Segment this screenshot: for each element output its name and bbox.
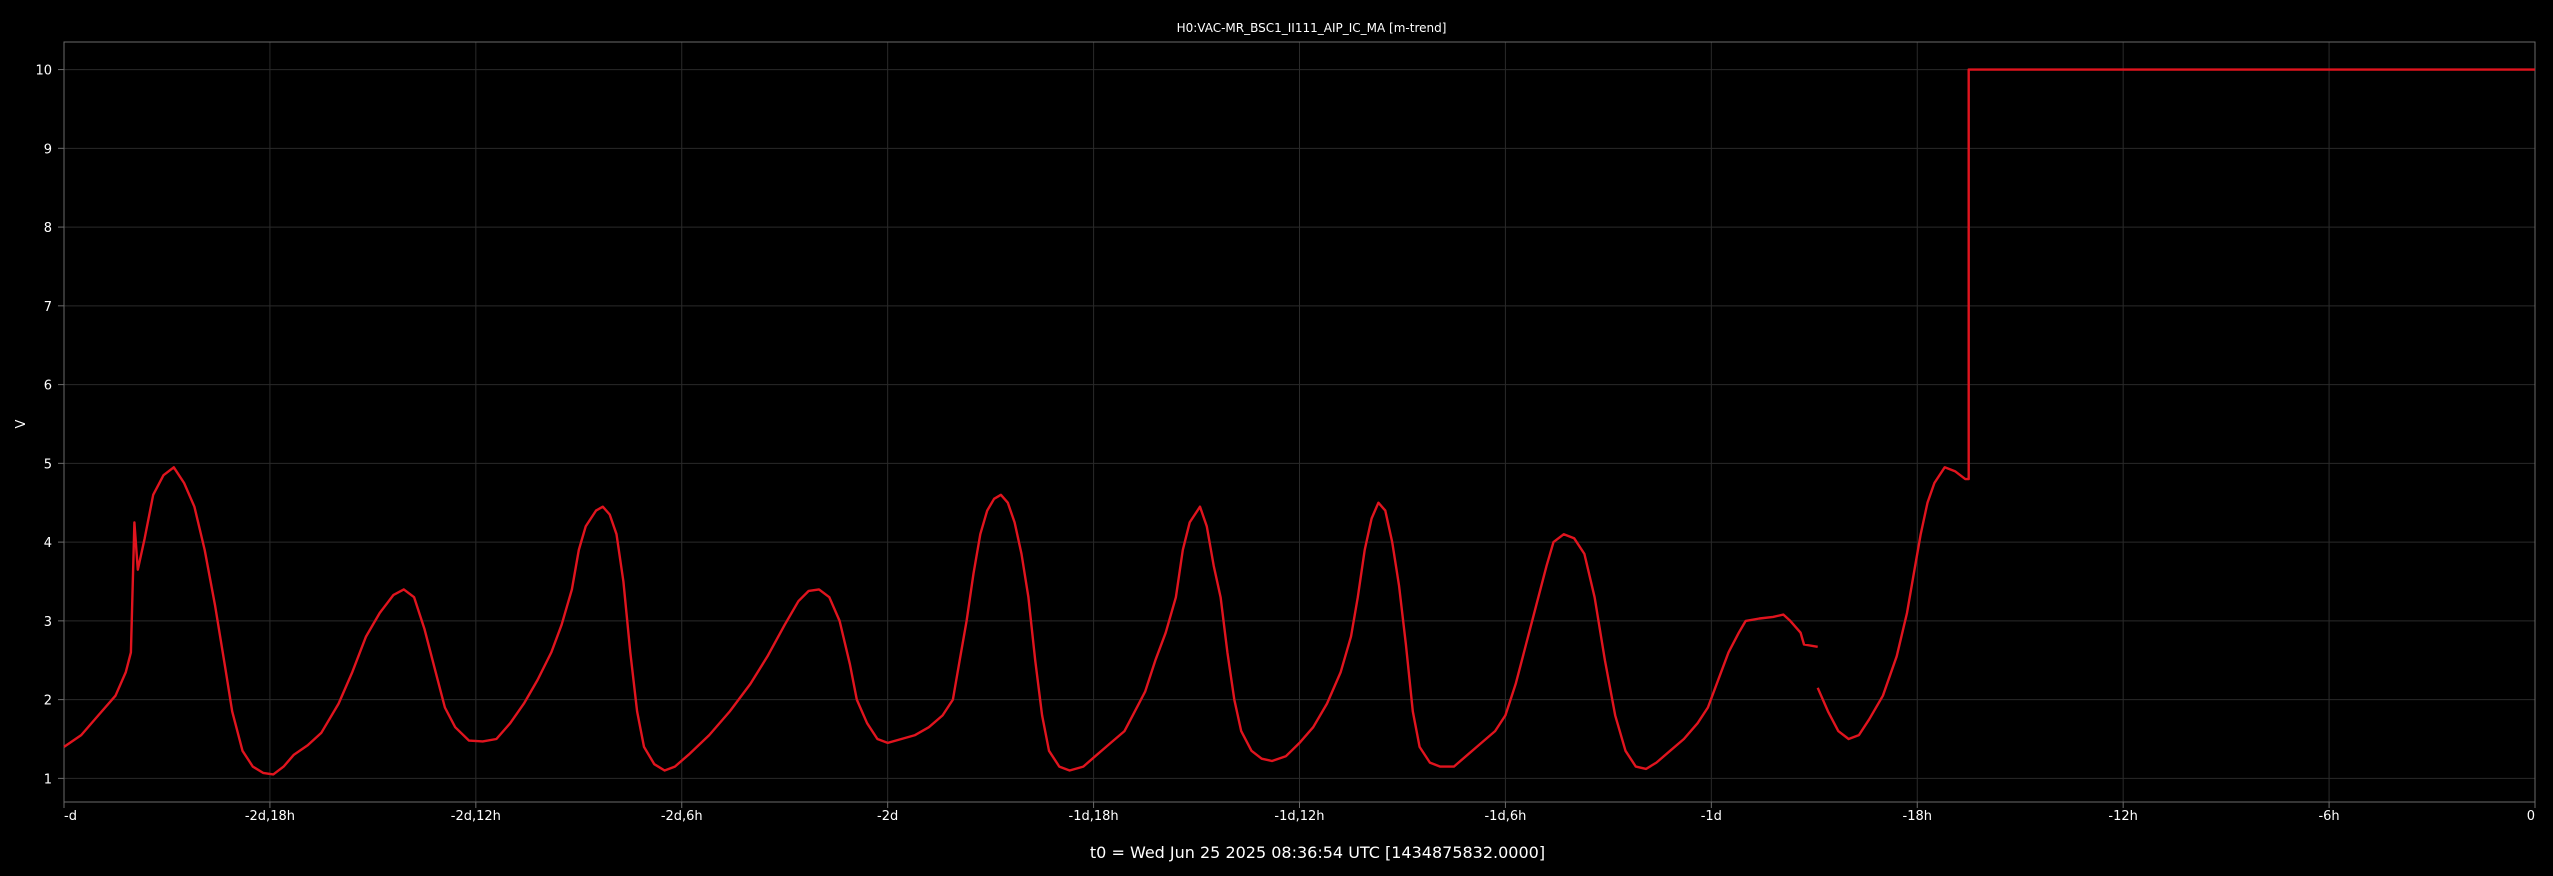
series-layer xyxy=(63,68,2535,776)
x-tick-label: -2d,6h xyxy=(661,809,703,824)
series-line xyxy=(1816,68,2535,741)
chart-title: H0:VAC-MR_BSC1_II111_AIP_IC_MA [m-trend] xyxy=(1177,21,1447,35)
plot-frame xyxy=(63,41,2536,803)
y-tick-label: 8 xyxy=(44,221,52,236)
x-tick-label: -12h xyxy=(2108,809,2137,824)
x-tick-labels: -d -2d,18h -2d,12h -2d,6h -2d -1d,18h -1d,12h -… xyxy=(64,809,2535,824)
y-tick-label: 5 xyxy=(44,457,52,472)
x-tick-label: -2d,18h xyxy=(245,809,295,824)
x-tick-label: -1d xyxy=(1701,809,1722,824)
x-tick-label: -1d,18h xyxy=(1069,809,1119,824)
y-tick-label: 1 xyxy=(44,772,52,787)
x-tick-label: -1d,12h xyxy=(1274,809,1324,824)
x-tick-label: 0 xyxy=(2527,809,2535,824)
y-tick-label: 7 xyxy=(44,300,52,315)
series-line xyxy=(63,466,1818,776)
x-tick-label: -2d,12h xyxy=(451,809,501,824)
y-tick-label: 6 xyxy=(44,379,52,394)
y-tick-label: 9 xyxy=(44,142,52,157)
y-tick-label: 2 xyxy=(44,694,52,709)
y-tick-label: 10 xyxy=(35,64,52,79)
x-tick-label: -6h xyxy=(2318,809,2339,824)
y-axis-label: V xyxy=(14,419,29,428)
t0-footer: t0 = Wed Jun 25 2025 08:36:54 UTC [14348… xyxy=(1090,843,1545,862)
grid xyxy=(58,42,2536,808)
x-tick-label: -2d xyxy=(877,809,898,824)
y-tick-label: 4 xyxy=(44,536,52,551)
x-tick-label: -d xyxy=(64,809,77,824)
y-tick-labels: 1 2 3 4 5 6 7 8 9 10 xyxy=(35,64,52,788)
x-tick-label: -18h xyxy=(1903,809,1932,824)
x-tick-label: -1d,6h xyxy=(1484,809,1526,824)
y-tick-label: 3 xyxy=(44,615,52,630)
